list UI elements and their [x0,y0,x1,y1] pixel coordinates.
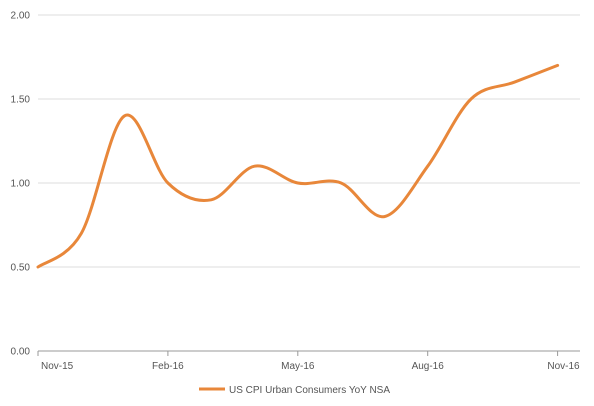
y-tick-label: 2.00 [11,11,31,22]
legend-label: US CPI Urban Consumers YoY NSA [229,385,390,396]
legend: US CPI Urban Consumers YoY NSA [199,385,390,396]
x-tick-label: Feb-16 [152,361,184,372]
y-tick-label: 1.00 [11,179,31,190]
y-axis-ticks: 0.00 0.50 1.00 1.50 2.00 [11,11,31,358]
y-tick-label: 0.50 [11,263,31,274]
y-tick-label: 0.00 [11,347,31,358]
y-tick-label: 1.50 [11,95,31,106]
series-line-cpi [36,63,560,269]
gridlines [38,14,580,268]
x-axis-ticks: Nov-15 Feb-16 May-16 Aug-16 Nov-16 [37,351,580,372]
x-tick-label: Aug-16 [412,361,445,372]
x-tick-label: Nov-16 [547,361,580,372]
x-tick-label: May-16 [281,361,315,372]
x-tick-label: Nov-15 [41,361,74,372]
